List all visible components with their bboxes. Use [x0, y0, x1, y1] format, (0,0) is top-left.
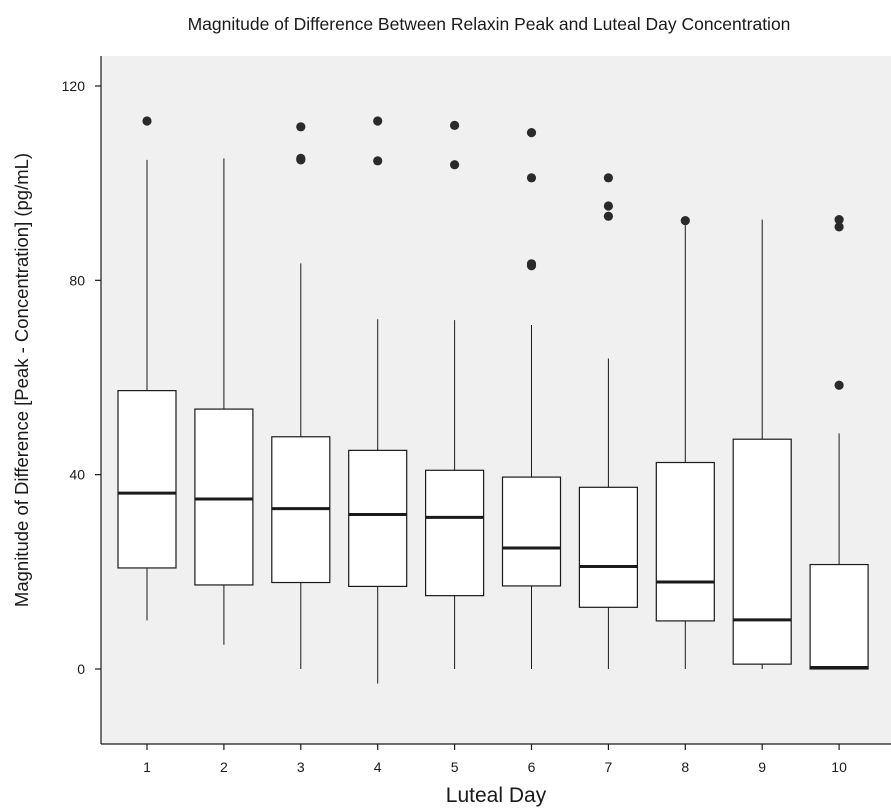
box-day-4	[348, 116, 408, 684]
box-iqr	[732, 438, 792, 665]
x-tick-label: 7	[605, 759, 613, 775]
outlier-point	[526, 173, 537, 183]
x-tick-label: 10	[831, 759, 847, 775]
box-day-6	[501, 128, 562, 669]
outlier-point	[603, 211, 614, 221]
box-iqr	[348, 449, 408, 588]
box-day-7	[578, 173, 639, 669]
box-iqr	[655, 461, 715, 622]
box-iqr	[578, 486, 639, 608]
outlier-point	[680, 215, 690, 226]
x-tick-label: 4	[374, 759, 382, 775]
outlier-point	[834, 380, 844, 390]
x-tick-label: 3	[297, 759, 305, 775]
box-day-10	[809, 215, 869, 670]
x-tick-label: 8	[681, 759, 689, 775]
y-tick-label: 0	[77, 661, 85, 677]
box-iqr	[809, 563, 869, 670]
outlier-point	[450, 160, 460, 170]
outlier-point	[834, 222, 844, 232]
box-day-1	[117, 116, 177, 621]
outlier-point	[450, 120, 460, 130]
outlier-point	[603, 201, 614, 211]
y-axis-title: Magnitude of Difference [Peak - Concentr…	[11, 153, 32, 607]
box-iqr	[117, 390, 177, 569]
outlier-point	[526, 128, 537, 138]
outlier-point	[373, 116, 383, 126]
box-day-5	[425, 120, 485, 669]
box-day-2	[194, 158, 254, 645]
box-series	[117, 116, 869, 684]
y-axis-ticks: 0 40 80 120	[62, 78, 101, 677]
outlier-point	[296, 122, 306, 132]
box-day-8	[655, 215, 715, 669]
box-iqr	[194, 408, 254, 586]
x-tick-label: 2	[220, 759, 228, 775]
box-iqr	[425, 469, 485, 597]
box-day-3	[271, 122, 331, 669]
outlier-point	[373, 156, 383, 166]
outlier-point	[296, 153, 306, 163]
box-iqr	[501, 476, 562, 587]
y-tick-label: 120	[62, 78, 86, 94]
outlier-point	[834, 215, 844, 225]
y-tick-label: 40	[69, 467, 85, 483]
x-axis-ticks: 1 2 3 4 5 6 7 8 9 10	[143, 744, 847, 775]
x-tick-label: 9	[758, 759, 766, 775]
outlier-point	[142, 116, 152, 126]
y-tick-label: 80	[69, 272, 85, 288]
x-tick-label: 1	[143, 759, 151, 775]
x-tick-label: 5	[451, 759, 459, 775]
chart-title: Magnitude of Difference Between Relaxin …	[188, 14, 791, 34]
x-axis-title: Luteal Day	[446, 784, 547, 807]
outlier-point	[603, 173, 614, 183]
x-tick-label: 6	[528, 759, 536, 775]
box-day-9	[732, 219, 792, 669]
outlier-point	[526, 259, 537, 269]
